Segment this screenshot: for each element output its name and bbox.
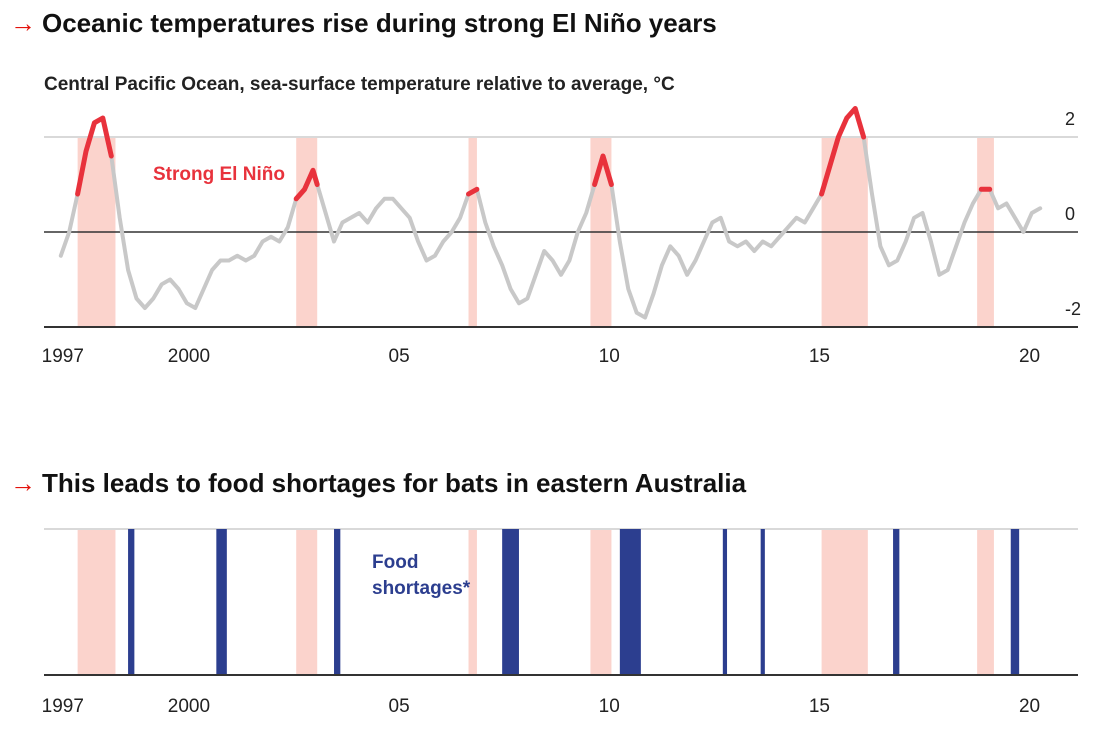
x-tick-label: 20 [1019, 346, 1040, 367]
x-tick-label: 10 [599, 346, 620, 367]
temperature-series-line [58, 106, 1043, 320]
food-shortage-bar-6 [760, 529, 765, 675]
arrow-right-icon: → [10, 468, 36, 498]
food-shortage-bar-5 [722, 529, 728, 675]
food-shortage-bar-4 [619, 529, 641, 675]
x-tick-label: 05 [389, 346, 410, 367]
x-tick-label: 15 [809, 696, 830, 717]
chart-1-headline: → Oceanic temperatures rise during strong… [10, 8, 717, 39]
food-shortage-bar-2 [334, 529, 341, 675]
arrow-right-icon: → [10, 8, 36, 38]
el-nino-highlight-0 [75, 115, 114, 197]
x-tick-label: 1997 [42, 696, 84, 717]
food-shortage-bar-8 [1010, 529, 1020, 675]
food-shortage-bar-0 [128, 529, 135, 675]
el-nino-band-4 [821, 529, 868, 675]
el-nino-band-3 [590, 529, 612, 675]
chart-2-title: This leads to food shortages for bats in… [42, 468, 747, 498]
y-tick-label: 0 [1065, 204, 1075, 224]
x-tick-label: 2000 [168, 696, 210, 717]
food-shortage-bar-7 [893, 529, 900, 675]
x-tick-label: 05 [389, 696, 410, 717]
el-nino-band-5 [977, 529, 994, 675]
food-shortage-bar-1 [216, 529, 227, 675]
el-nino-band-1 [296, 529, 318, 675]
y-tick-label: 2 [1065, 109, 1075, 129]
x-tick-label: 1997 [42, 346, 84, 367]
chart-1-subtitle: Central Pacific Ocean, sea-surface tempe… [44, 74, 675, 95]
strong-el-nino-annotation: Strong El Niño [153, 164, 285, 185]
el-nino-highlight-3 [592, 153, 614, 187]
el-nino-highlight-2 [466, 186, 480, 197]
el-nino-highlight-1 [293, 167, 320, 202]
chart-1-title: Oceanic temperatures rise during strong … [42, 8, 717, 38]
x-tick-label: 15 [809, 346, 830, 367]
x-tick-label: 10 [599, 696, 620, 717]
food-shortage-bar-3 [502, 529, 519, 675]
el-nino-band-2 [468, 529, 477, 675]
el-nino-highlight-4 [819, 106, 867, 197]
el-nino-band-0 [77, 529, 116, 675]
food-shortages-annotation-line-2: shortages* [372, 578, 471, 599]
x-tick-label: 20 [1019, 696, 1040, 717]
x-tick-label: 2000 [168, 346, 210, 367]
y-tick-label: -2 [1065, 299, 1081, 319]
chart-2-headline: → This leads to food shortages for bats i… [10, 468, 746, 499]
food-shortages-annotation-line-1: Food [372, 552, 418, 573]
